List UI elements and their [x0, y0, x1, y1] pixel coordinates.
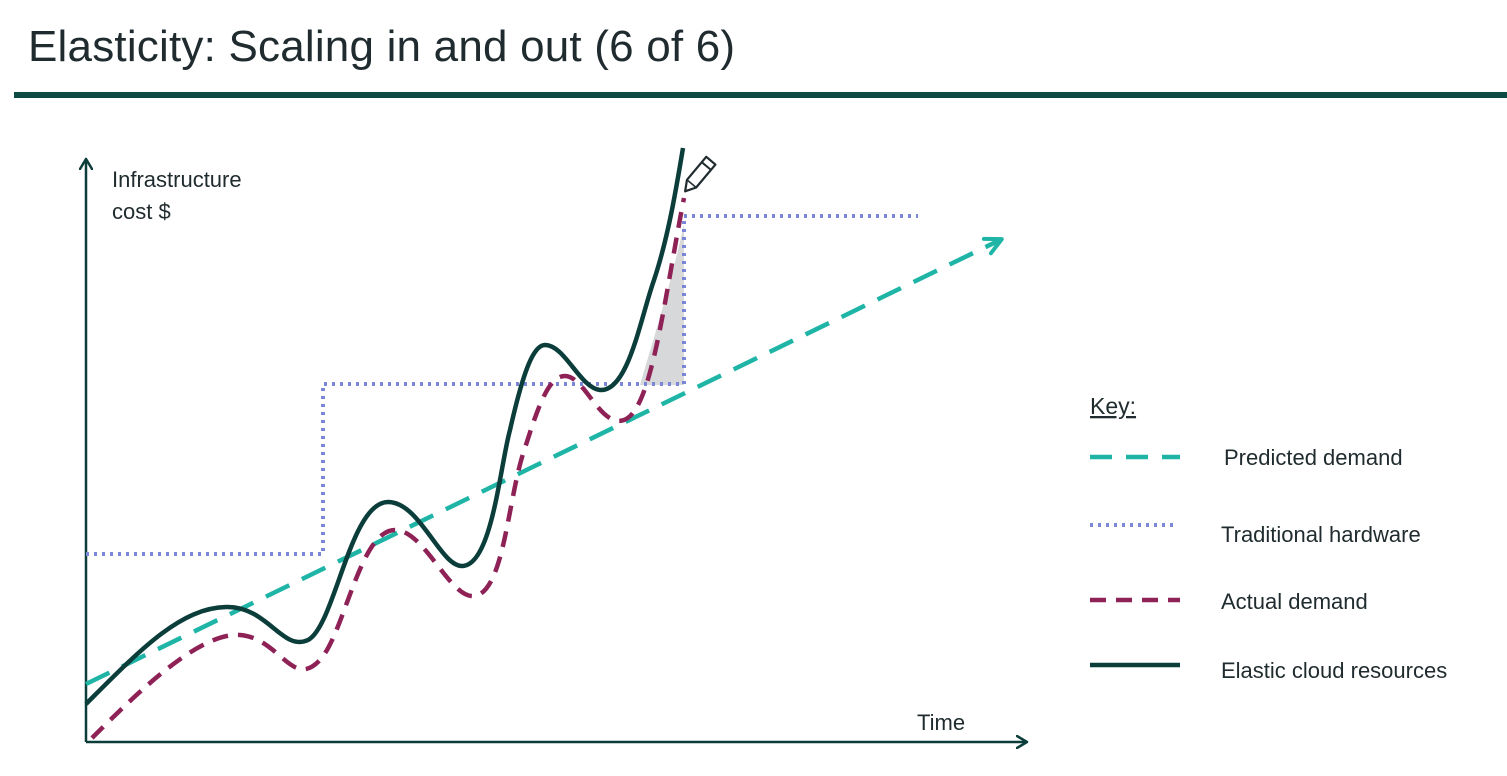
legend: Key: Predicted demand Traditional hardwa… [1090, 393, 1447, 683]
legend-label-actual: Actual demand [1221, 589, 1368, 614]
pen-icon [684, 155, 717, 193]
slide-title: Elasticity: Scaling in and out (6 of 6) [28, 22, 736, 71]
y-axis-label-line1: Infrastructure [112, 167, 242, 192]
actual-demand-line [90, 197, 687, 740]
predicted-demand-line [85, 236, 1004, 687]
y-axis-label-line2: cost $ [112, 199, 171, 224]
legend-title: Key: [1090, 393, 1136, 419]
legend-label-elastic: Elastic cloud resources [1221, 658, 1447, 683]
x-axis-label: Time [917, 710, 965, 735]
legend-label-predicted: Predicted demand [1224, 445, 1403, 470]
legend-label-traditional: Traditional hardware [1221, 522, 1421, 547]
traditional-hardware-line [86, 214, 918, 556]
title-divider [14, 92, 1507, 98]
elastic-cloud-line [84, 147, 686, 706]
shortfall-area [640, 224, 684, 385]
